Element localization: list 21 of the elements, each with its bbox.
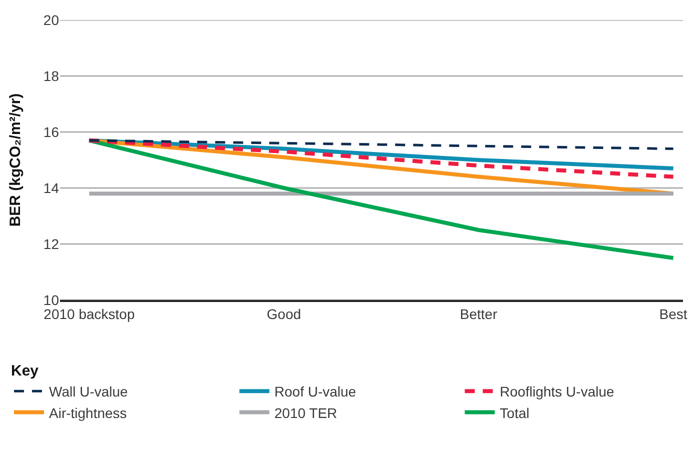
- y-tick-label: 20: [43, 12, 60, 28]
- legend-label: Rooflights U-value: [500, 384, 614, 400]
- x-tick-label: 2010 backstop: [44, 306, 135, 322]
- legend-label: Air-tightness: [49, 404, 127, 421]
- legend-label: 2010 TER: [274, 404, 338, 421]
- y-tick-label: 18: [43, 68, 60, 84]
- line-series: [88, 139, 675, 150]
- y-tick-label: 10: [43, 292, 60, 308]
- legend-label: Total: [500, 404, 530, 421]
- y-axis-title: BER (kgCO₂/m²/yr): [7, 93, 24, 227]
- legend-label: Roof U-value: [274, 384, 356, 400]
- legend-label: Wall U-value: [49, 384, 128, 400]
- line-series: [87, 138, 676, 179]
- legend-title: Key: [11, 362, 40, 380]
- line-series: [87, 138, 676, 260]
- y-tick-label: 14: [43, 180, 60, 196]
- x-tick-label: Best: [659, 306, 688, 322]
- y-tick-label: 12: [43, 236, 60, 252]
- y-tick-label: 16: [43, 124, 60, 140]
- x-tick-label: Good: [266, 306, 302, 322]
- x-tick-label: Better: [460, 306, 498, 322]
